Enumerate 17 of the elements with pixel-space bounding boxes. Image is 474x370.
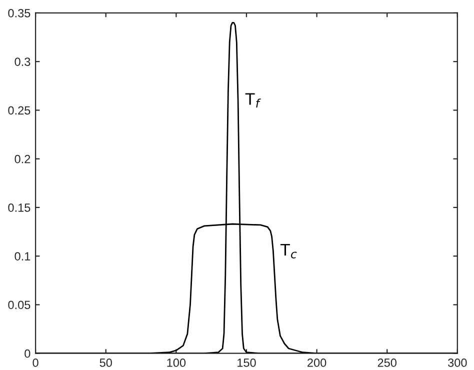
y-tick-label: 0.35 (8, 8, 30, 18)
y-tick-label: 0.3 (14, 58, 30, 66)
x-tick-label: 200 (308, 358, 326, 367)
x-tick-label: 250 (378, 358, 396, 367)
y-tick-label: 0.25 (8, 106, 30, 115)
x-tick-label: 50 (100, 358, 112, 367)
y-tick-label: 0.1 (14, 252, 30, 260)
y-tick-label: 0 (24, 349, 30, 358)
series-label: T$_{c}$ (280, 244, 297, 258)
y-tick-label: 0.05 (8, 300, 30, 310)
y-tick-label: 0.2 (14, 154, 30, 164)
y-tick-label: 0.15 (8, 204, 30, 212)
x-tick-label: 150 (238, 358, 256, 367)
series-label: T$_{f}$ (245, 93, 261, 108)
x-tick-label: 100 (167, 358, 186, 367)
x-tick-label: 0 (32, 358, 38, 367)
x-tick-label: 300 (448, 358, 467, 367)
